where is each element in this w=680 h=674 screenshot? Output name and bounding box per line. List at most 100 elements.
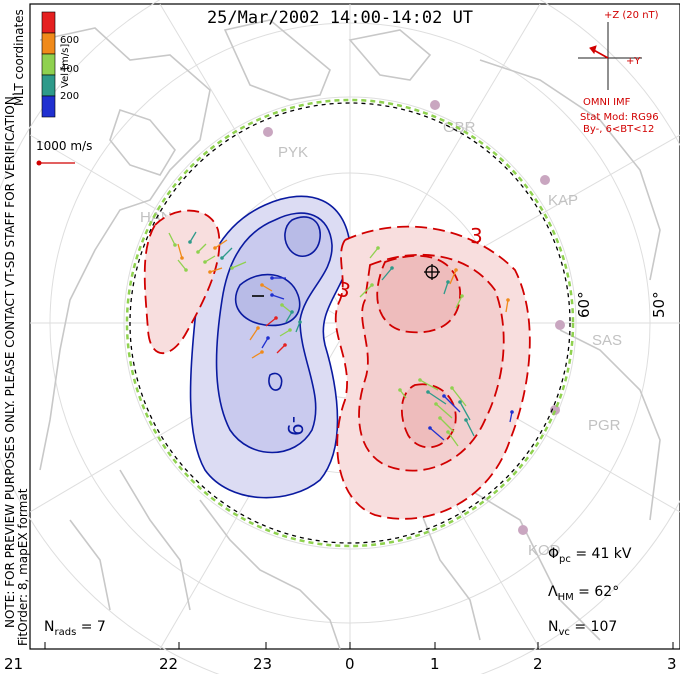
- lambda-hm-value: 62°: [594, 584, 620, 600]
- hmb-boundary-inner: [129, 102, 571, 544]
- imf-z-label: +Z (20 nT): [604, 10, 659, 21]
- velocity-vector: [231, 261, 247, 269]
- contour-labels: 3 3 -9: [283, 224, 483, 436]
- coordinate-system-label: MLT coordinates: [12, 9, 26, 106]
- velocity-vector-origin: [213, 246, 217, 250]
- imf-dial: [578, 22, 642, 90]
- velocity-vector: [435, 403, 453, 419]
- velocity-vector-origin: [434, 402, 438, 406]
- velocity-vector: [505, 299, 509, 313]
- positive-cell: [143, 209, 531, 520]
- velocity-vector: [261, 337, 269, 349]
- velocity-vector-origin: [208, 270, 212, 274]
- velocity-vector-origin: [180, 256, 184, 260]
- velocity-vector-origin: [173, 243, 177, 247]
- mlt-label-21: 21: [4, 655, 24, 673]
- velocity-vector-origin: [230, 266, 234, 270]
- contour-label: 3: [470, 224, 483, 248]
- velocity-vector: [197, 243, 207, 253]
- contour-label: 3: [335, 277, 354, 303]
- velocity-vector: [443, 395, 461, 413]
- stat-model: Stat Mod: RG96: [580, 112, 659, 123]
- velocity-vector: [209, 267, 223, 273]
- imf-source: OMNI IMF: [583, 97, 631, 108]
- velocity-vector-origin: [274, 316, 278, 320]
- station-label: PYK: [278, 144, 308, 161]
- velocity-vector-origin: [376, 246, 380, 250]
- velocity-vector-origin: [256, 326, 260, 330]
- velocity-vector: [449, 269, 457, 285]
- velocity-vectors: [168, 231, 514, 447]
- velocity-vector: [451, 387, 467, 407]
- contour-label: -9: [283, 416, 307, 436]
- preview-note: NOTE: FOR PREVIEW PURPOSES ONLY. PLEASE …: [3, 92, 17, 628]
- n-vc-value: 107: [590, 619, 618, 635]
- velocity-vector-origin: [266, 336, 270, 340]
- velocity-vector-origin: [370, 283, 374, 287]
- velocity-vector: [419, 379, 439, 391]
- velocity-vector: [427, 391, 447, 405]
- velocity-vector-origin: [260, 283, 264, 287]
- station-label: KAP: [548, 192, 578, 209]
- map-frame: [29, 3, 680, 650]
- velocity-tick-600: 600: [60, 35, 80, 46]
- velocity-vector: [249, 327, 259, 341]
- velocity-vector: [221, 247, 233, 259]
- reference-vector-label: 1000 m/s: [36, 139, 93, 153]
- velocity-vector-origin: [446, 280, 450, 284]
- radar-count: Nrads = 7: [44, 619, 106, 638]
- velocity-vector: [465, 419, 475, 437]
- velocity-vector: [265, 317, 277, 327]
- velocity-vector-origin: [290, 310, 294, 314]
- velocity-vector-origin: [450, 386, 454, 390]
- velocity-color-scale: [41, 11, 56, 118]
- velocity-vector: [204, 255, 216, 263]
- land-outline: [39, 19, 661, 650]
- reference-vector: [36, 160, 75, 166]
- velocity-vector-origin: [288, 328, 292, 332]
- velocity-vector-origin: [438, 416, 442, 420]
- velocity-vector: [189, 231, 197, 243]
- latitude-label-60: 60°: [575, 291, 593, 318]
- potential-max-marker: [424, 264, 440, 280]
- velocity-vector: [285, 311, 293, 323]
- velocity-vector: [359, 284, 373, 298]
- mlt-label-23: 23: [253, 655, 273, 673]
- velocity-vector: [276, 344, 286, 354]
- mlt-tick-marks: [44, 642, 674, 649]
- velocity-vector-origin: [464, 418, 468, 422]
- velocity-vector-origin: [454, 268, 458, 272]
- velocity-vector: [459, 401, 471, 421]
- velocity-vector-origin: [188, 240, 192, 244]
- velocity-vector-origin: [442, 394, 446, 398]
- vector-count: Nvc = 107: [548, 619, 618, 638]
- station-label: KOD: [528, 542, 561, 559]
- imf-by-bt: By-, 6<BT<12: [583, 124, 655, 135]
- velocity-vector-origin: [510, 410, 514, 414]
- velocity-vector-origin: [203, 260, 207, 264]
- velocity-vector-origin: [390, 266, 394, 270]
- imf-y-label: +Y: [626, 56, 641, 67]
- negative-cell: [189, 195, 351, 499]
- mlt-label-0: 0: [345, 655, 355, 673]
- velocity-vector-origin: [458, 400, 462, 404]
- velocity-vector-origin: [270, 276, 274, 280]
- velocity-vector-origin: [196, 250, 200, 254]
- velocity-vector: [261, 284, 273, 292]
- velocity-vector-origin: [298, 320, 302, 324]
- cross-polar-cap-potential: Φpc = 41 kV: [548, 546, 632, 565]
- hm-boundary-latitude: ΛHM = 62°: [548, 584, 620, 603]
- mlt-label-1: 1: [430, 655, 440, 673]
- velocity-vector-origin: [460, 294, 464, 298]
- velocity-vector-origin: [280, 303, 284, 307]
- velocity-vector-origin: [260, 350, 264, 354]
- velocity-vector: [369, 247, 379, 259]
- velocity-vector: [177, 243, 183, 259]
- velocity-tick-200: 200: [60, 91, 80, 102]
- mlt-label-2: 2: [533, 655, 543, 673]
- station-label: SAS: [592, 332, 622, 349]
- velocity-vector: [447, 431, 459, 447]
- velocity-vector: [168, 232, 176, 246]
- fit-order-note: FitOrder: 8, mapEX format: [16, 488, 30, 646]
